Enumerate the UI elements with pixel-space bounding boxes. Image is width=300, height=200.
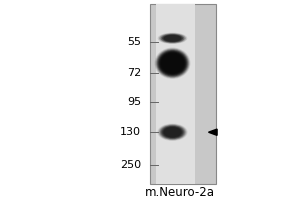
Text: 250: 250 [120, 160, 141, 170]
Ellipse shape [164, 127, 181, 137]
Ellipse shape [160, 52, 185, 74]
Ellipse shape [160, 34, 184, 43]
Ellipse shape [157, 123, 188, 141]
Ellipse shape [158, 124, 187, 140]
Ellipse shape [161, 126, 184, 139]
Ellipse shape [161, 53, 184, 73]
Ellipse shape [158, 33, 187, 44]
Ellipse shape [162, 34, 183, 42]
Ellipse shape [164, 35, 181, 42]
Ellipse shape [155, 48, 190, 78]
Ellipse shape [156, 49, 189, 77]
Ellipse shape [159, 125, 186, 140]
Ellipse shape [157, 50, 188, 77]
Ellipse shape [159, 52, 186, 75]
Text: 130: 130 [120, 127, 141, 137]
Text: 95: 95 [127, 97, 141, 107]
Ellipse shape [162, 54, 183, 72]
Ellipse shape [154, 47, 190, 79]
Ellipse shape [163, 126, 182, 138]
Bar [156, 4, 195, 184]
Text: 72: 72 [127, 68, 141, 78]
Text: 55: 55 [127, 37, 141, 47]
Ellipse shape [158, 51, 187, 76]
Bar [150, 4, 216, 184]
Ellipse shape [159, 33, 186, 43]
Polygon shape [208, 129, 217, 135]
Text: m.Neuro-2a: m.Neuro-2a [145, 186, 215, 199]
Ellipse shape [160, 125, 184, 139]
